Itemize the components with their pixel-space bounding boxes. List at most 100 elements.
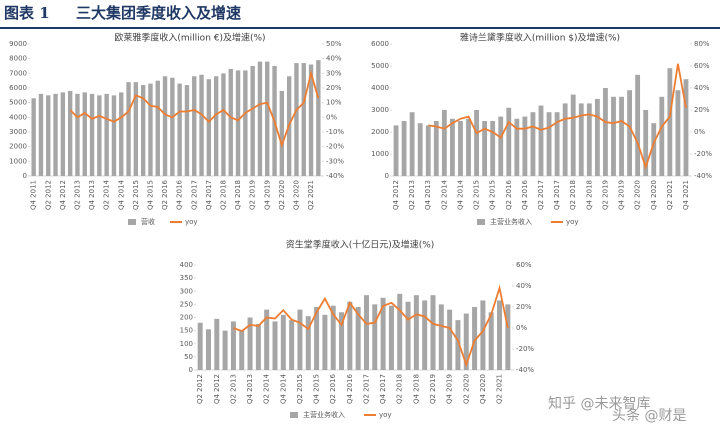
bar <box>586 103 592 176</box>
bar <box>659 96 665 176</box>
x-tick-label: Q2 2014 <box>103 179 111 210</box>
bar <box>363 295 369 370</box>
bar <box>205 329 211 370</box>
bar <box>347 301 353 370</box>
x-tick-label: Q2 2012 <box>44 180 52 210</box>
legend-label: yoy <box>379 411 392 419</box>
x-tick-label: Q2 2016 <box>161 179 169 210</box>
x-tick-label: Q4 2019 <box>263 180 271 210</box>
x-tick-label: Q4 2011 <box>30 180 38 210</box>
bar <box>490 121 496 176</box>
x-tick-label: Q4 2014 <box>456 179 464 210</box>
bar <box>133 82 139 176</box>
y2-tick-label: 40% <box>694 84 710 92</box>
y-tick-label: 7000 <box>9 69 27 77</box>
bar <box>38 93 44 176</box>
y2-tick-label: 50% <box>326 40 342 48</box>
bar <box>498 116 504 176</box>
bar <box>505 304 511 370</box>
bar <box>433 121 439 176</box>
bar <box>111 95 117 176</box>
bar <box>413 295 419 370</box>
bar <box>289 320 295 370</box>
chart-title: 欧莱雅季度收入(million €)及增速(%) <box>114 32 265 44</box>
x-tick-label: Q4 2018 <box>234 180 242 210</box>
bar <box>619 96 624 176</box>
bar <box>570 94 576 176</box>
bar <box>255 324 261 370</box>
legend-swatch <box>290 412 298 418</box>
bar <box>488 312 494 370</box>
bar <box>397 293 403 370</box>
x-tick-label: Q4 2014 <box>117 179 125 210</box>
x-tick-label: Q2 2020 <box>634 180 642 210</box>
bar <box>393 125 399 176</box>
bar <box>546 112 552 176</box>
bar <box>422 300 428 370</box>
x-tick-label: Q4 2020 <box>479 374 487 404</box>
bar <box>514 118 520 176</box>
x-tick-label: Q2 2016 <box>329 373 337 404</box>
x-tick-label: Q2 2015 <box>296 374 304 404</box>
bar <box>126 82 131 176</box>
x-tick-label: Q4 2020 <box>292 180 300 210</box>
y-tick-label: 350 <box>180 274 193 282</box>
y-tick-label: 200 <box>180 314 193 322</box>
bar <box>279 90 285 176</box>
x-tick-label: Q2 2013 <box>73 180 81 210</box>
x-tick-label: Q2 2020 <box>278 180 286 210</box>
bar <box>75 93 80 176</box>
legend-swatch <box>128 219 136 225</box>
legend-label: 营收 <box>141 217 155 226</box>
bar <box>235 70 241 176</box>
bar <box>257 61 263 176</box>
bar <box>280 314 286 370</box>
x-tick-label: Q4 2016 <box>521 179 529 210</box>
bar <box>297 309 303 370</box>
bar <box>308 64 314 176</box>
y-tick-label: 8000 <box>9 55 27 63</box>
bar <box>611 96 616 176</box>
y-tick-label: 0 <box>23 172 27 180</box>
x-tick-label: Q4 2016 <box>176 179 184 210</box>
x-tick-label: Q2 2016 <box>505 179 513 210</box>
bar <box>214 318 220 370</box>
x-tick-label: Q4 2020 <box>650 180 658 210</box>
figure-title: 三大集团季度收入及增速 <box>76 4 241 22</box>
y2-tick-label: 10% <box>326 99 342 107</box>
x-tick-label: Q4 2013 <box>88 180 96 210</box>
bar <box>305 316 311 370</box>
x-tick-label: Q4 2018 <box>585 180 593 210</box>
bar <box>82 92 87 176</box>
y-tick-label: 100 <box>180 340 193 348</box>
bar <box>322 314 328 370</box>
bar <box>197 322 203 370</box>
x-tick-label: Q4 2012 <box>59 180 67 210</box>
bar <box>339 312 345 370</box>
chart-title: 资生堂季度收入(十亿日元)及增速(%) <box>286 239 435 251</box>
bar <box>627 90 633 176</box>
x-tick-label: Q2 2015 <box>132 180 140 210</box>
x-tick-label: Q2 2018 <box>396 374 404 404</box>
y-tick-label: 50 <box>184 353 193 361</box>
x-tick-label: Q4 2015 <box>313 374 321 404</box>
bar <box>89 93 95 176</box>
line-series <box>69 69 320 149</box>
bar <box>447 309 453 370</box>
bar <box>667 68 673 176</box>
bar <box>603 88 608 176</box>
x-tick-label: Q2 2019 <box>601 180 609 210</box>
bar <box>651 123 657 176</box>
x-tick-label: Q2 2018 <box>219 180 227 210</box>
y-tick-label: 1000 <box>9 157 27 165</box>
bar <box>480 300 486 370</box>
bar <box>578 103 584 176</box>
bar <box>155 80 160 176</box>
bar <box>60 92 66 176</box>
bar <box>192 76 197 176</box>
bar <box>53 93 58 176</box>
x-tick-label: Q4 2018 <box>412 374 420 404</box>
line-series <box>233 284 509 368</box>
x-tick-label: Q4 2017 <box>379 374 387 404</box>
x-tick-label: Q4 2015 <box>146 180 154 210</box>
